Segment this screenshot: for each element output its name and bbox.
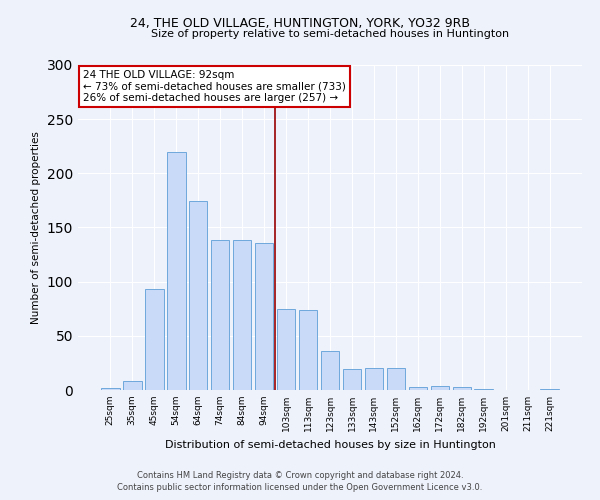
X-axis label: Distribution of semi-detached houses by size in Huntington: Distribution of semi-detached houses by … (164, 440, 496, 450)
Bar (431, 386, 449, 390)
Bar (277, 308, 295, 390)
Bar (475, 389, 493, 390)
Bar (386, 368, 405, 390)
Bar (167, 152, 185, 390)
Bar (123, 382, 142, 390)
Bar (320, 351, 340, 390)
Bar (255, 242, 274, 390)
Bar (541, 389, 559, 390)
Bar (189, 202, 208, 390)
Bar (101, 388, 119, 390)
Bar (409, 387, 427, 390)
Text: 24 THE OLD VILLAGE: 92sqm
← 73% of semi-detached houses are smaller (733)
26% of: 24 THE OLD VILLAGE: 92sqm ← 73% of semi-… (83, 70, 346, 103)
Bar (211, 240, 229, 390)
Title: Size of property relative to semi-detached houses in Huntington: Size of property relative to semi-detach… (151, 29, 509, 39)
Bar (233, 240, 251, 390)
Y-axis label: Number of semi-detached properties: Number of semi-detached properties (31, 131, 41, 324)
Bar (365, 368, 383, 390)
Bar (145, 289, 164, 390)
Bar (299, 310, 317, 390)
Bar (343, 370, 361, 390)
Text: 24, THE OLD VILLAGE, HUNTINGTON, YORK, YO32 9RB: 24, THE OLD VILLAGE, HUNTINGTON, YORK, Y… (130, 18, 470, 30)
Text: Contains HM Land Registry data © Crown copyright and database right 2024.
Contai: Contains HM Land Registry data © Crown c… (118, 471, 482, 492)
Bar (452, 387, 471, 390)
